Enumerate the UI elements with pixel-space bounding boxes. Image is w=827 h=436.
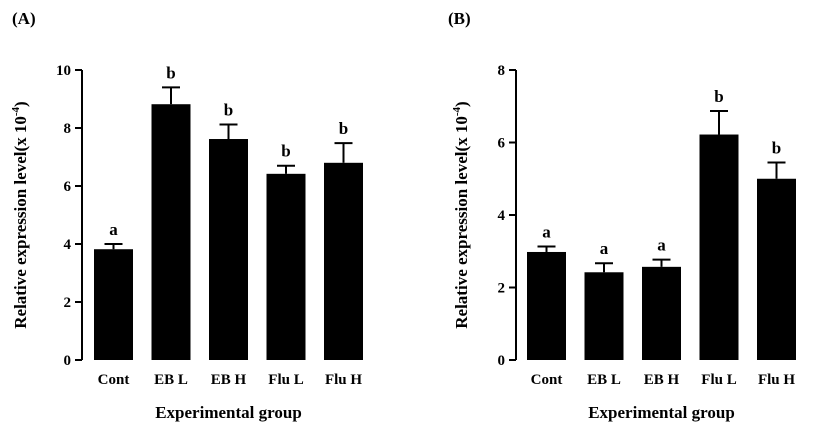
x-category-label: Cont [531,372,563,388]
y-tick-label: 8 [498,63,506,79]
y-tick-label: 2 [64,295,72,311]
significance-label: b [339,119,348,138]
x-category-label: Flu H [325,372,362,388]
significance-label: b [166,63,175,82]
significance-label: a [657,236,666,255]
y-axis-title: Relative expression level(x 10-4) [10,101,30,328]
x-category-label: EB H [211,372,247,388]
x-category-label: Flu L [268,372,303,388]
y-axis-title: Relative expression level(x 10-4) [451,101,471,328]
bar-flu-h [757,178,796,360]
y-tick-label: 0 [64,353,72,369]
y-tick-label: 6 [64,179,72,195]
x-category-label: EB L [587,372,621,388]
y-tick-label: 2 [498,281,506,297]
bar-eb-l [151,104,191,360]
y-tick-label: 10 [56,63,71,79]
panel-label: (A) [12,9,36,28]
bar-eb-h [642,266,681,360]
y-tick-label: 6 [498,136,506,152]
x-category-label: Cont [98,372,130,388]
panel-label: (B) [448,9,471,28]
bar-flu-l [699,134,739,360]
bar-cont [527,251,566,360]
y-tick-label: 0 [498,353,506,369]
x-category-label: EB H [644,372,680,388]
significance-label: a [109,220,118,239]
y-tick-label: 4 [498,208,506,224]
bar-flu-h [324,162,363,360]
x-axis-title: Experimental group [155,403,302,422]
y-tick-label: 4 [64,237,72,253]
x-category-label: EB L [154,372,188,388]
chart-panel-a: (A) 0 2 4 6 8 10 Relative expression level(x 10… [10,9,363,422]
x-category-label: Flu L [701,372,736,388]
bar-eb-h [209,139,248,360]
significance-label: a [542,223,551,242]
bar-cont [94,249,133,360]
significance-label: a [600,239,609,258]
significance-label: b [714,87,723,106]
x-axis-title: Experimental group [588,403,735,422]
significance-label: b [281,142,290,161]
x-category-label: Flu H [758,372,795,388]
y-tick-label: 8 [64,121,72,137]
bar-eb-l [584,272,624,360]
chart-panel-b: (B) 0 2 4 6 8 Relative expression level(x 10-4… [448,9,796,422]
significance-label: b [772,138,781,157]
significance-label: b [224,101,233,120]
bar-flu-l [266,173,306,360]
